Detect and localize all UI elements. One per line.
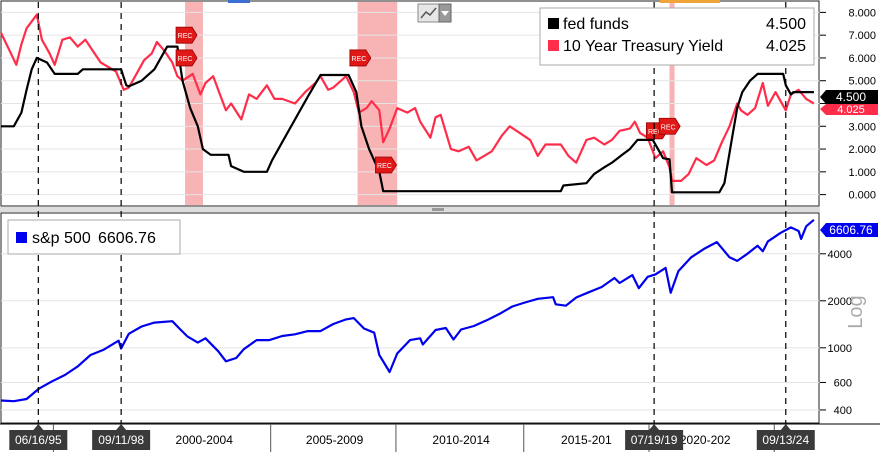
sp500-line <box>0 218 815 403</box>
spx-swatch <box>16 232 27 243</box>
y-tick-label: 1000 <box>828 343 852 355</box>
x-period-label: 2010-2014 <box>432 433 490 447</box>
y-tick-label: 8.000 <box>848 7 876 19</box>
x-period-label: 2000-2004 <box>176 433 234 447</box>
rec-marker[interactable]: REC <box>375 156 397 174</box>
y-tick-label: 2000 <box>828 296 852 308</box>
rec-marker-label: REC <box>648 129 663 136</box>
y-tick-label: 7.000 <box>848 30 876 42</box>
rec-marker[interactable]: REC <box>175 49 198 67</box>
spx-last-tag: 6606.76 <box>820 223 878 237</box>
chevron-down-icon[interactable] <box>438 3 452 23</box>
y-tick-label: 2.000 <box>848 144 876 156</box>
top-tab-marker-orange <box>660 0 720 3</box>
rec-marker[interactable]: REC <box>175 26 198 44</box>
date-flag-label: 06/16/95 <box>15 433 62 447</box>
date-flag[interactable]: 09/13/24 <box>756 424 815 450</box>
spx-last-label: 6606.76 <box>829 223 873 237</box>
fed-swatch <box>548 18 559 29</box>
x-period-label: 2015-201 <box>561 433 612 447</box>
spx-legend-value: 6606.76 <box>98 230 156 247</box>
y-tick-label: 0.000 <box>848 190 876 202</box>
rec-marker-label: REC <box>178 33 193 40</box>
ten-swatch <box>548 40 559 51</box>
y-tick-label: 1.000 <box>848 167 876 179</box>
y-tick-label: 3.000 <box>848 121 876 133</box>
line-chart-icon[interactable] <box>417 3 440 23</box>
fed-legend-name: fed funds <box>563 16 629 33</box>
rec-marker-label: REC <box>661 124 676 131</box>
y-tick-label: 400 <box>834 405 852 417</box>
fed-funds-line <box>1 45 814 194</box>
date-flag-label: 07/19/19 <box>631 433 678 447</box>
top-tab-marker-blue <box>228 0 250 3</box>
top-legend: fed funds 4.500 10 Year Treasury Yield 4… <box>539 7 815 66</box>
date-flag[interactable]: 07/19/19 <box>625 424 684 450</box>
fed-legend-value: 4.500 <box>766 16 806 33</box>
ten-year-line <box>0 13 815 182</box>
y-tick-label: 5.000 <box>848 76 876 88</box>
date-flag-label: 09/11/98 <box>98 433 144 447</box>
splitter-grip[interactable] <box>432 208 444 211</box>
fed-last-label: 4.500 <box>836 90 866 104</box>
rec-marker[interactable]: REC <box>349 49 372 67</box>
rec-marker-label: REC <box>178 56 193 63</box>
spx-legend-name: s&p 500 <box>32 230 91 247</box>
ten-legend-name: 10 Year Treasury Yield <box>563 38 723 55</box>
ten-last-label: 4.025 <box>837 104 865 116</box>
rec-marker-label: REC <box>377 163 392 170</box>
log-scale-label: Log <box>845 295 867 328</box>
ten-last-tag: 4.025 <box>820 104 878 116</box>
fed-last-tag: 4.500 <box>820 90 878 104</box>
y-tick-label: 600 <box>834 377 852 389</box>
date-flag[interactable]: 09/11/98 <box>92 424 151 450</box>
rec-marker-label: REC <box>351 56 366 63</box>
bottom-right-axis <box>820 213 879 423</box>
x-period-label: 2020-202 <box>680 433 731 447</box>
date-flag-label: 09/13/24 <box>762 433 809 447</box>
y-tick-label: 6.000 <box>848 53 876 65</box>
panel-splitter[interactable] <box>0 207 820 212</box>
bottom-legend: s&p 500 6606.76 <box>7 219 181 255</box>
y-tick-label: 4000 <box>828 249 852 261</box>
date-flag[interactable]: 06/16/95 <box>9 424 68 450</box>
ten-legend-value: 4.025 <box>766 38 806 55</box>
rec-marker[interactable]: REC <box>658 117 681 135</box>
x-period-label: 2005-2009 <box>306 433 364 447</box>
